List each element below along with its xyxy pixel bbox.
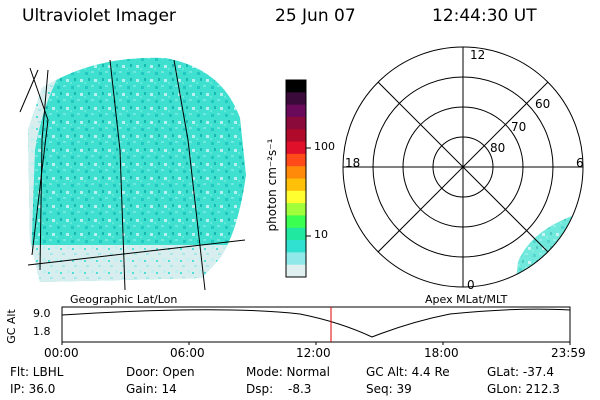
gain-info: Gain: 14 [126,382,177,396]
glat-info: GLat: -37.4 [487,365,554,379]
observation-date: 25 Jun 07 [275,6,356,26]
timeline-y-label-min: 1.8 [33,325,51,338]
right-image-label: Apex MLat/MLT [425,293,508,306]
colorbar-tick-100: 100 [314,140,335,153]
colorbar-swatch [286,215,306,229]
glon-info: GLon: 212.3 [487,382,560,396]
colorbar-swatch [286,141,306,155]
ip-info: IP: 36.0 [10,382,56,396]
observation-time: 12:44:30 UT [432,6,537,26]
timeline-x-label-0000: 00:00 [44,346,79,360]
colorbar-tick-10: 10 [314,228,328,241]
colorbar-swatch [286,92,306,106]
colorbar-swatch [286,178,306,192]
seq-info: Seq: 39 [366,382,412,396]
gc-alt-info: GC Alt: 4.4 Re [366,365,450,379]
colorbar-swatch [286,252,306,266]
filter-info: Flt: LBHL [10,365,64,379]
timeline-y-label-max: 9.0 [33,307,51,320]
lat-label-80: 80 [490,141,506,155]
colorbar-swatch [286,227,306,241]
colorbar-swatch [286,104,306,118]
mlt-label-0: 0 [467,278,475,292]
dsp-value: -8.3 [288,382,312,396]
colorbar-swatch [286,264,306,278]
mlt-label-12: 12 [470,48,486,62]
colorbar-swatch [286,129,306,143]
timeline-x-label-1200: 12:00 [296,346,331,360]
mlt-label-18: 18 [345,156,361,170]
colorbar-swatch [286,190,306,204]
mode-info: Mode: Normal [246,365,330,379]
timeline-x-label-1800: 18:00 [424,346,459,360]
colorbar-swatch [286,240,306,253]
colorbar-swatch [286,203,306,216]
instrument-title: Ultraviolet Imager [22,6,176,26]
colorbar-swatch [286,80,306,93]
door-info: Door: Open [126,365,195,379]
mlt-label-6: 6 [576,156,584,170]
lat-label-60: 60 [535,97,551,111]
colorbar-swatch [286,116,306,130]
timeline-x-label-2359: 23:59 [551,346,586,360]
dsp-label: Dsp: [246,382,274,396]
colorbar-swatch [286,166,306,179]
left-image-label: Geographic Lat/Lon [70,293,178,306]
lat-label-70: 70 [511,120,527,134]
timeline-x-label-0600: 06:00 [170,346,205,360]
colorbar-swatch [286,153,306,167]
